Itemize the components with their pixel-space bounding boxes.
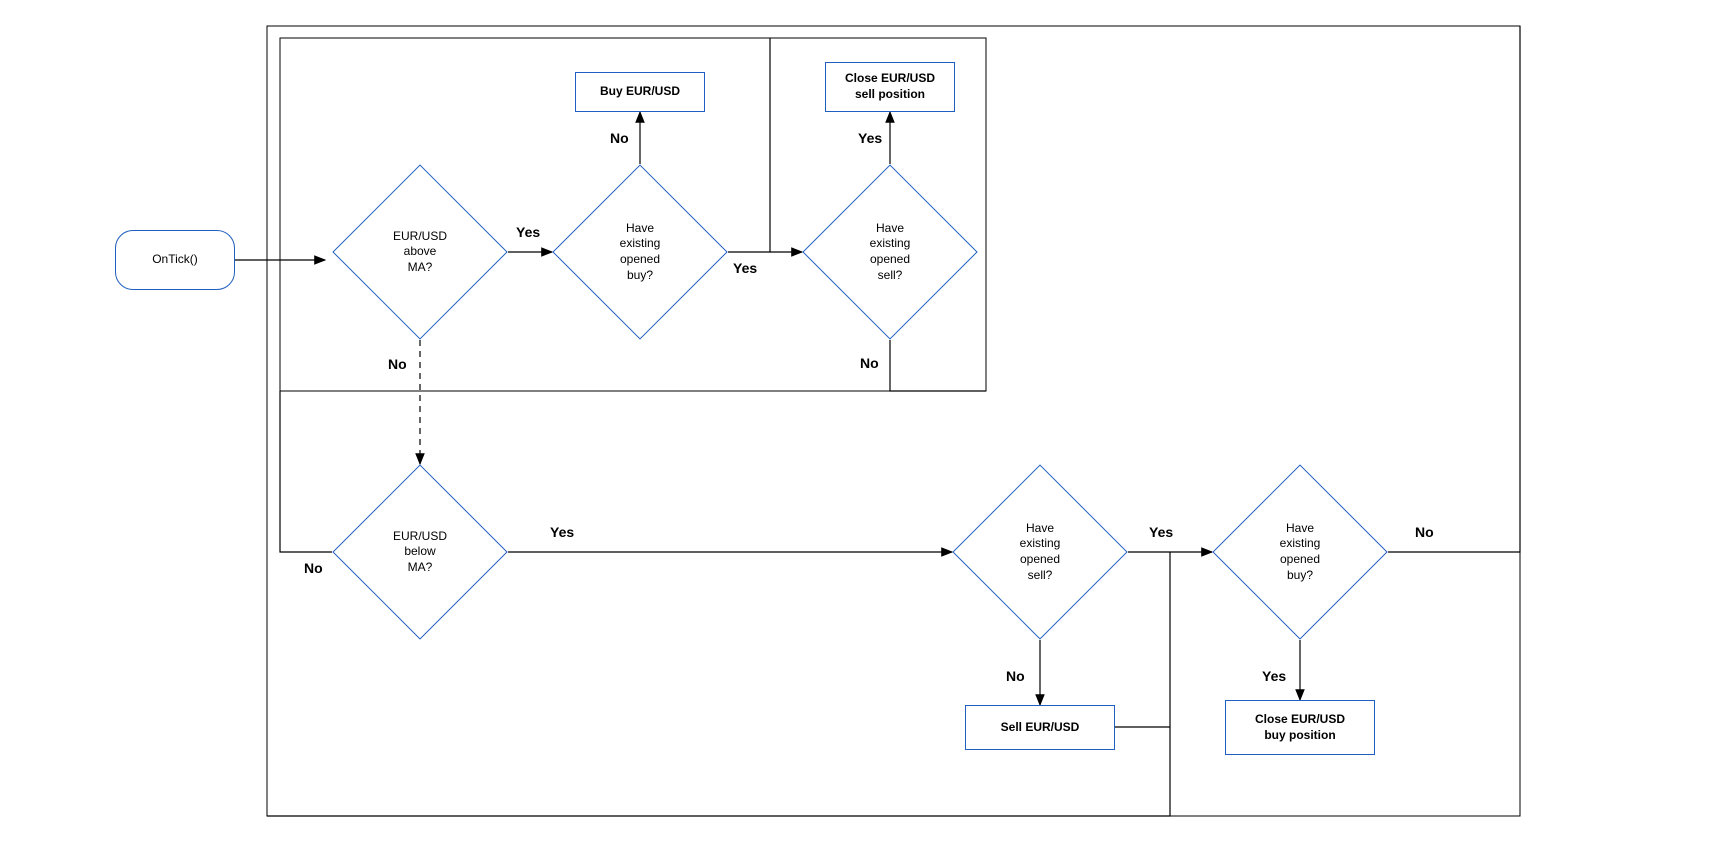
edge-e9 (280, 391, 332, 552)
edge-label-e8: Yes (548, 524, 576, 540)
container-outer (267, 26, 1520, 816)
edge-label-e2: Yes (514, 224, 542, 240)
edge-label-e12: Yes (1260, 668, 1288, 684)
edges-layer (0, 0, 1732, 848)
edge-label-e6: No (858, 355, 881, 371)
node-close-buy: Close EUR/USD buy position (1225, 700, 1375, 755)
node-buy-eurusd: Buy EUR/USD (575, 72, 705, 112)
close-buy-label: Close EUR/USD buy position (1255, 712, 1345, 743)
edge-label-e11: Yes (1147, 524, 1175, 540)
node-close-sell: Close EUR/USD sell position (825, 62, 955, 112)
ontick-label: OnTick() (152, 252, 198, 268)
edge-e13 (1388, 26, 1520, 552)
edge-label-e9: No (302, 560, 325, 576)
close-sell-label: Close EUR/USD sell position (845, 71, 935, 102)
edge-e6 (890, 340, 986, 391)
edge-label-e3: No (608, 130, 631, 146)
edge-label-e5: Yes (856, 130, 884, 146)
edge-label-e4: Yes (731, 260, 759, 276)
sell-eurusd-label: Sell EUR/USD (1001, 720, 1080, 736)
node-ontick: OnTick() (115, 230, 235, 290)
node-sell-eurusd: Sell EUR/USD (965, 705, 1115, 750)
flowchart-canvas: OnTick() EUR/USD above MA? Have existing… (0, 0, 1732, 848)
edge-e4 (728, 38, 770, 252)
edge-label-e13: No (1413, 524, 1436, 540)
edge-label-e10: No (1004, 668, 1027, 684)
edge-label-e7: No (386, 356, 409, 372)
buy-eurusd-label: Buy EUR/USD (600, 84, 680, 100)
